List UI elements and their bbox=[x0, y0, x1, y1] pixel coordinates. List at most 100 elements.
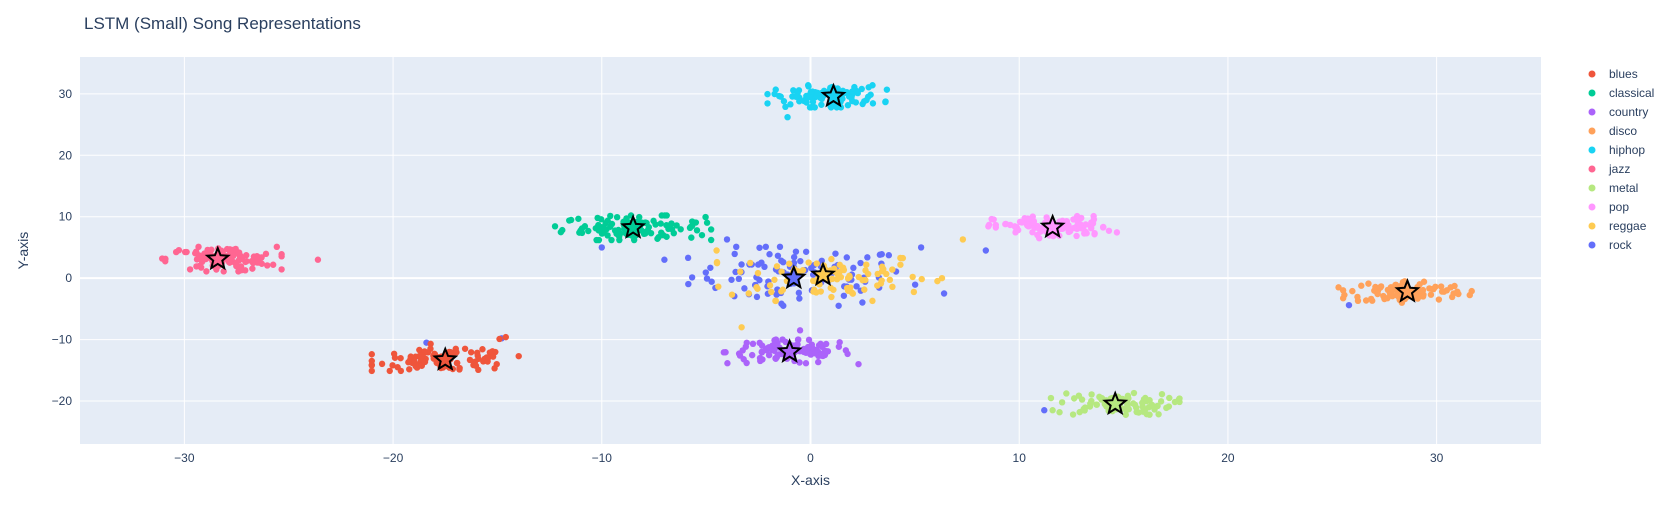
centroid-star-classical bbox=[620, 214, 647, 239]
data-point bbox=[771, 90, 778, 98]
data-point bbox=[1049, 407, 1056, 414]
data-point bbox=[262, 250, 270, 258]
data-point bbox=[258, 254, 265, 261]
data-point bbox=[934, 277, 941, 285]
data-point bbox=[615, 226, 622, 234]
data-point bbox=[756, 339, 763, 347]
data-point bbox=[835, 343, 843, 350]
data-point bbox=[405, 359, 412, 366]
data-point bbox=[269, 261, 277, 268]
x-tick-label: 30 bbox=[1430, 451, 1444, 465]
data-point bbox=[858, 85, 865, 93]
data-point bbox=[616, 236, 623, 244]
data-point bbox=[227, 248, 234, 256]
data-point bbox=[786, 260, 793, 267]
data-point bbox=[496, 335, 503, 343]
data-point bbox=[515, 352, 522, 360]
legend-marker-rock[interactable] bbox=[1588, 241, 1596, 249]
data-point bbox=[985, 223, 992, 230]
data-point bbox=[1358, 282, 1365, 289]
legend-label-blues[interactable]: blues bbox=[1609, 67, 1638, 81]
data-point bbox=[708, 278, 715, 285]
data-point bbox=[732, 268, 739, 276]
legend-label-reggae[interactable]: reggae bbox=[1609, 219, 1647, 233]
data-point bbox=[604, 217, 611, 224]
data-point bbox=[253, 257, 261, 264]
legend-label-disco[interactable]: disco bbox=[1609, 124, 1637, 138]
legend-label-metal[interactable]: metal bbox=[1609, 181, 1638, 195]
centroid-star-blues bbox=[432, 346, 459, 371]
legend-marker-metal[interactable] bbox=[1588, 184, 1596, 192]
legend-label-country[interactable]: country bbox=[1609, 105, 1648, 119]
data-point bbox=[762, 243, 770, 251]
data-point bbox=[226, 259, 233, 266]
data-point bbox=[754, 269, 762, 277]
legend-label-pop[interactable]: pop bbox=[1609, 200, 1629, 214]
legend-label-jazz[interactable]: jazz bbox=[1608, 162, 1630, 176]
data-point bbox=[806, 94, 813, 101]
data-point bbox=[745, 290, 752, 297]
data-point bbox=[766, 251, 773, 258]
legend-marker-jazz[interactable] bbox=[1588, 165, 1596, 173]
data-point bbox=[731, 250, 738, 258]
data-point bbox=[1123, 400, 1131, 407]
legend-marker-classical[interactable] bbox=[1588, 89, 1596, 97]
data-point bbox=[416, 346, 423, 354]
data-point bbox=[698, 231, 706, 239]
legend-label-rock[interactable]: rock bbox=[1609, 238, 1633, 252]
y-tick-label: 0 bbox=[65, 271, 72, 285]
data-point bbox=[1163, 404, 1170, 412]
data-point bbox=[1056, 409, 1063, 416]
data-point bbox=[818, 101, 825, 108]
data-point bbox=[453, 359, 461, 367]
data-point bbox=[771, 276, 778, 283]
data-point bbox=[739, 347, 746, 354]
data-point bbox=[390, 350, 398, 357]
data-point bbox=[815, 358, 822, 366]
data-point bbox=[394, 364, 401, 371]
data-point bbox=[1069, 411, 1077, 418]
data-point bbox=[1339, 295, 1347, 302]
y-tick-label: −20 bbox=[52, 394, 73, 408]
data-point bbox=[663, 222, 670, 229]
data-point bbox=[278, 253, 285, 260]
data-point bbox=[992, 221, 999, 229]
data-point bbox=[1420, 278, 1428, 285]
data-point bbox=[475, 366, 482, 374]
legend-marker-blues[interactable] bbox=[1588, 70, 1596, 78]
data-point bbox=[1073, 232, 1080, 240]
data-point bbox=[886, 276, 894, 284]
data-point bbox=[1088, 397, 1095, 405]
data-point bbox=[1006, 221, 1014, 229]
data-point bbox=[595, 236, 603, 244]
legend-marker-pop[interactable] bbox=[1588, 203, 1596, 211]
data-point bbox=[773, 263, 781, 270]
data-point bbox=[1113, 229, 1121, 236]
data-point bbox=[828, 255, 835, 263]
data-point bbox=[703, 275, 711, 282]
data-point bbox=[747, 259, 754, 267]
data-point bbox=[685, 280, 692, 288]
data-point bbox=[805, 259, 812, 266]
data-point bbox=[264, 262, 271, 269]
data-point bbox=[707, 264, 714, 271]
data-point bbox=[1377, 284, 1384, 291]
data-point bbox=[861, 286, 868, 293]
legend-marker-hiphop[interactable] bbox=[1588, 146, 1596, 154]
legend-marker-disco[interactable] bbox=[1588, 127, 1596, 135]
data-point bbox=[889, 283, 896, 291]
data-point bbox=[248, 258, 255, 265]
data-point bbox=[397, 354, 404, 362]
series-metal bbox=[1047, 389, 1183, 418]
data-point bbox=[794, 336, 802, 344]
y-tick-label: −10 bbox=[52, 333, 73, 347]
data-point bbox=[692, 219, 700, 226]
legend-marker-country[interactable] bbox=[1588, 108, 1596, 116]
data-point bbox=[220, 268, 227, 275]
legend-label-classical[interactable]: classical bbox=[1609, 86, 1654, 100]
legend-label-hiphop[interactable]: hiphop bbox=[1609, 143, 1645, 157]
data-point bbox=[600, 227, 608, 234]
data-point bbox=[805, 336, 813, 344]
legend-marker-reggae[interactable] bbox=[1588, 222, 1596, 230]
data-point bbox=[878, 251, 885, 258]
